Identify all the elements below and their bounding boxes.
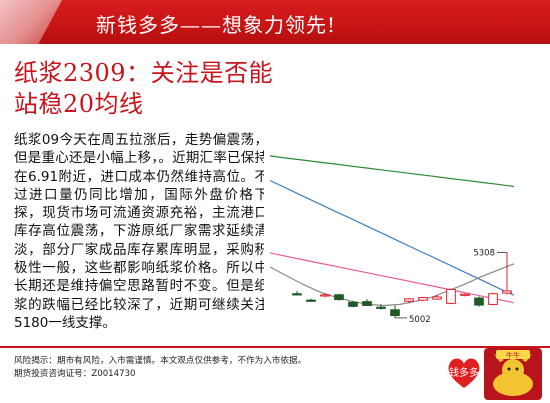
candle-body [404,298,414,302]
brand-logo-text: 钱多多 [449,366,479,379]
candle [334,293,344,301]
ma-line-1 [269,155,515,188]
candle [446,288,456,305]
candle [292,290,302,296]
article-body: 纸浆09今天在周五拉涨后，走势偏震荡，但是重心还是小幅上移，。近期汇率已保持在6… [14,132,268,331]
risk-disclaimer: 风险揭示：期市有风险，入市需谨慎。本文观点仅供参考，不作为入市依据。 [14,356,307,366]
leaf-decoration [0,0,62,44]
footer-divider [0,346,550,348]
candle-body [376,306,386,309]
candle-body [418,297,428,301]
candle-body [362,301,372,306]
high-price-label: 5308 [473,249,495,259]
ma-line-2 [269,179,515,296]
candle [390,305,400,318]
candle-body [348,301,358,307]
candle [320,293,330,298]
candle-body [390,309,400,317]
candle-body [502,290,512,294]
candle [362,299,372,306]
candle [474,296,484,307]
footer: 风险揭示：期市有风险，入市需谨慎。本文观点仅供参考，不作为入市依据。 期货投资咨… [14,355,306,380]
candle [404,298,414,304]
header-title: 新钱多多——想象力领先! [96,13,337,37]
candle [418,296,428,302]
headline-line-1: 纸浆2309：关注是否能 [14,59,274,87]
candle [432,294,442,301]
ma-line-4 [269,263,515,307]
brand-logo-icon: 钱多多 [448,358,480,388]
mascot-label: 牛牛 [506,351,520,360]
candle-body [474,297,484,306]
headline: 纸浆2309：关注是否能 站稳20均线 [14,58,273,120]
ma-line-3 [269,252,515,304]
license-number: 期货投资咨询证号：Z0014730 [14,368,136,379]
candle-body [306,299,316,302]
candle [348,300,358,308]
candle [376,304,386,310]
candle [502,252,512,295]
candle-body [334,294,344,301]
candle [306,298,316,302]
mascot-icon: 牛牛 [484,348,542,400]
candle-body [292,293,302,296]
candle-body [460,293,470,296]
candle-body [432,296,442,300]
candle-body [446,288,456,304]
candle-body [320,294,330,297]
low-price-label: 5002 [409,315,431,325]
candle [460,293,470,297]
candlestick-chart: 5308 5002 [264,120,524,335]
candle [488,292,498,306]
header-bar: 新钱多多——想象力领先! [0,0,550,44]
candle-body [488,293,498,305]
headline-line-2: 站稳20均线 [14,90,144,118]
